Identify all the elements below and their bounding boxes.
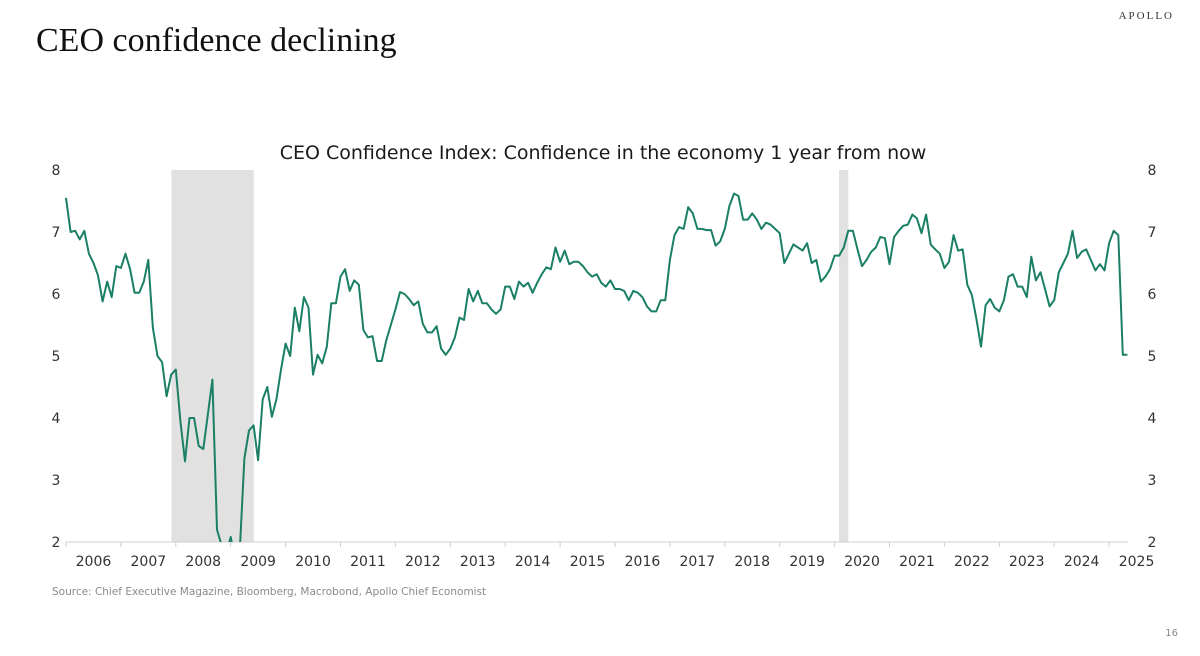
y-axis-right: 2 3 4 5 6 7 8 bbox=[1148, 163, 1157, 551]
y-tick-label-left: 5 bbox=[52, 349, 61, 365]
y-tick-label-left: 6 bbox=[52, 287, 61, 303]
x-tick-label: 2014 bbox=[515, 554, 551, 570]
source-note: Source: Chief Executive Magazine, Bloomb… bbox=[52, 586, 487, 598]
page-number: 16 bbox=[1165, 628, 1178, 639]
x-tick-label: 2011 bbox=[350, 554, 386, 570]
x-tick-label: 2010 bbox=[295, 554, 331, 570]
recession-band bbox=[838, 170, 849, 542]
x-tick-label: 2007 bbox=[131, 554, 167, 570]
x-tick-label: 2008 bbox=[185, 554, 221, 570]
x-tick-label: 2021 bbox=[899, 554, 935, 570]
x-tick-label: 2013 bbox=[460, 554, 496, 570]
y-axis-left: 2 3 4 5 6 7 8 bbox=[52, 163, 61, 551]
series-group bbox=[65, 192, 1128, 542]
y-tick-label-right: 5 bbox=[1148, 349, 1157, 365]
slide-title: CEO confidence declining bbox=[36, 22, 397, 59]
x-tick-label: 2009 bbox=[240, 554, 276, 570]
x-tick-label: 2025 bbox=[1119, 554, 1155, 570]
x-tick-label: 2016 bbox=[625, 554, 661, 570]
y-tick-label-left: 4 bbox=[52, 411, 61, 427]
x-tick-label: 2020 bbox=[844, 554, 880, 570]
y-tick-label-left: 3 bbox=[52, 473, 61, 489]
x-tick-label: 2019 bbox=[789, 554, 825, 570]
x-axis: 2006 2007 2008 2009 2010 2011 2012 2013 2014 2015… bbox=[65, 541, 1155, 570]
y-tick-label-right: 2 bbox=[1148, 535, 1157, 551]
y-tick-label-right: 8 bbox=[1148, 163, 1157, 179]
y-tick-label-left: 7 bbox=[52, 225, 61, 241]
x-tick-label: 2015 bbox=[570, 554, 606, 570]
x-tick-label: 2017 bbox=[680, 554, 716, 570]
y-tick-label-right: 3 bbox=[1148, 473, 1157, 489]
x-tick-label: 2023 bbox=[1009, 554, 1045, 570]
x-tick-label: 2006 bbox=[76, 554, 112, 570]
x-tick-label: 2012 bbox=[405, 554, 441, 570]
recession-bands bbox=[171, 170, 849, 542]
x-tick-label: 2022 bbox=[954, 554, 990, 570]
y-tick-label-right: 6 bbox=[1148, 287, 1157, 303]
y-tick-label-right: 4 bbox=[1148, 411, 1157, 427]
series-line-ceo-confidence bbox=[65, 192, 1128, 542]
y-tick-label-left: 8 bbox=[52, 163, 61, 179]
x-tick-label: 2018 bbox=[734, 554, 770, 570]
chart-title: CEO Confidence Index: Confidence in the … bbox=[279, 142, 927, 164]
y-tick-label-left: 2 bbox=[52, 535, 61, 551]
apollo-logo: APOLLO bbox=[1118, 10, 1174, 22]
recession-band bbox=[171, 170, 254, 542]
x-tick-label: 2024 bbox=[1064, 554, 1100, 570]
y-tick-label-right: 7 bbox=[1148, 225, 1157, 241]
